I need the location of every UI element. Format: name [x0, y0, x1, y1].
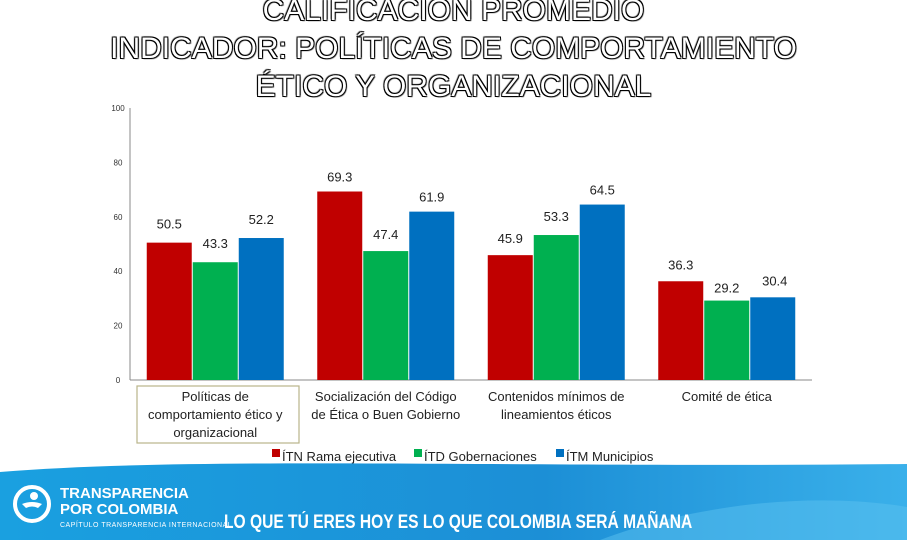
- legend-label: ÍTN Rama ejecutiva: [282, 449, 397, 464]
- brand-subtitle: CAPÍTULO TRANSPARENCIA INTERNACIONAL: [60, 522, 233, 529]
- x-category-label: comportamiento ético y: [148, 407, 283, 422]
- x-category-label: Socialización del Código: [315, 389, 457, 404]
- bar: [409, 211, 455, 380]
- brand-line-2: POR COLOMBIA: [60, 501, 179, 518]
- x-category-label: de Ética o Buen Gobierno: [311, 407, 460, 422]
- title-line-1: CALIFICACIÓN PROMEDIO: [262, 0, 645, 27]
- data-label: 53.3: [544, 209, 569, 224]
- y-tick-label: 60: [114, 213, 123, 222]
- y-tick-label: 100: [111, 104, 125, 113]
- brand-name: TRANSPARENCIA POR COLOMBIA CAPÍTULO TRAN…: [60, 486, 232, 534]
- slogan: LO QUE TÚ ERES HOY ES LO QUE COLOMBIA SE…: [224, 512, 693, 533]
- chart-title: CALIFICACIÓN PROMEDIO INDICADOR: POLÍTIC…: [0, 0, 907, 106]
- y-tick-label: 20: [114, 322, 123, 331]
- x-category-label: Políticas de: [182, 389, 249, 404]
- data-label: 64.5: [590, 183, 615, 198]
- footer-banner: [0, 463, 907, 540]
- x-category-label: Comité de ética: [682, 389, 773, 404]
- data-label: 30.4: [762, 273, 787, 288]
- bar: [146, 242, 192, 380]
- data-label: 45.9: [498, 231, 523, 246]
- data-label: 52.2: [249, 212, 274, 227]
- bar: [704, 300, 750, 380]
- legend-label: ÍTD Gobernaciones: [424, 449, 537, 464]
- bar: [579, 204, 625, 380]
- x-category-label: organizacional: [173, 425, 257, 440]
- x-category-label: Contenidos mínimos de: [488, 389, 625, 404]
- x-category-label: lineamientos éticos: [501, 407, 612, 422]
- legend-label: ÍTM Municipios: [566, 449, 654, 464]
- legend-swatch: [414, 449, 422, 457]
- data-label: 43.3: [203, 236, 228, 251]
- data-label: 29.2: [714, 281, 739, 296]
- y-tick-label: 80: [114, 158, 123, 167]
- bar: [363, 251, 409, 380]
- data-label: 61.9: [419, 190, 444, 205]
- bar: [317, 191, 363, 380]
- y-tick-label: 0: [116, 376, 121, 385]
- transparencia-logo-icon: [13, 485, 51, 523]
- bar: [192, 262, 238, 380]
- legend-swatch: [272, 449, 280, 457]
- category-label-box: [136, 385, 300, 444]
- title-line-3: ÉTICO Y ORGANIZACIONAL: [255, 70, 652, 103]
- data-label: 50.5: [157, 217, 182, 232]
- bar: [487, 255, 533, 380]
- title-line-2: INDICADOR: POLÍTICAS DE COMPORTAMIENTO: [110, 32, 797, 65]
- data-label: 69.3: [327, 170, 352, 185]
- data-label: 47.4: [373, 227, 398, 242]
- bar: [750, 297, 796, 380]
- bar: [238, 238, 284, 380]
- data-label: 36.3: [668, 257, 693, 272]
- bar: [533, 235, 579, 380]
- bar: [658, 281, 704, 380]
- legend-swatch: [556, 449, 564, 457]
- brand-line-1: TRANSPARENCIA: [60, 485, 189, 502]
- y-tick-label: 40: [114, 267, 123, 276]
